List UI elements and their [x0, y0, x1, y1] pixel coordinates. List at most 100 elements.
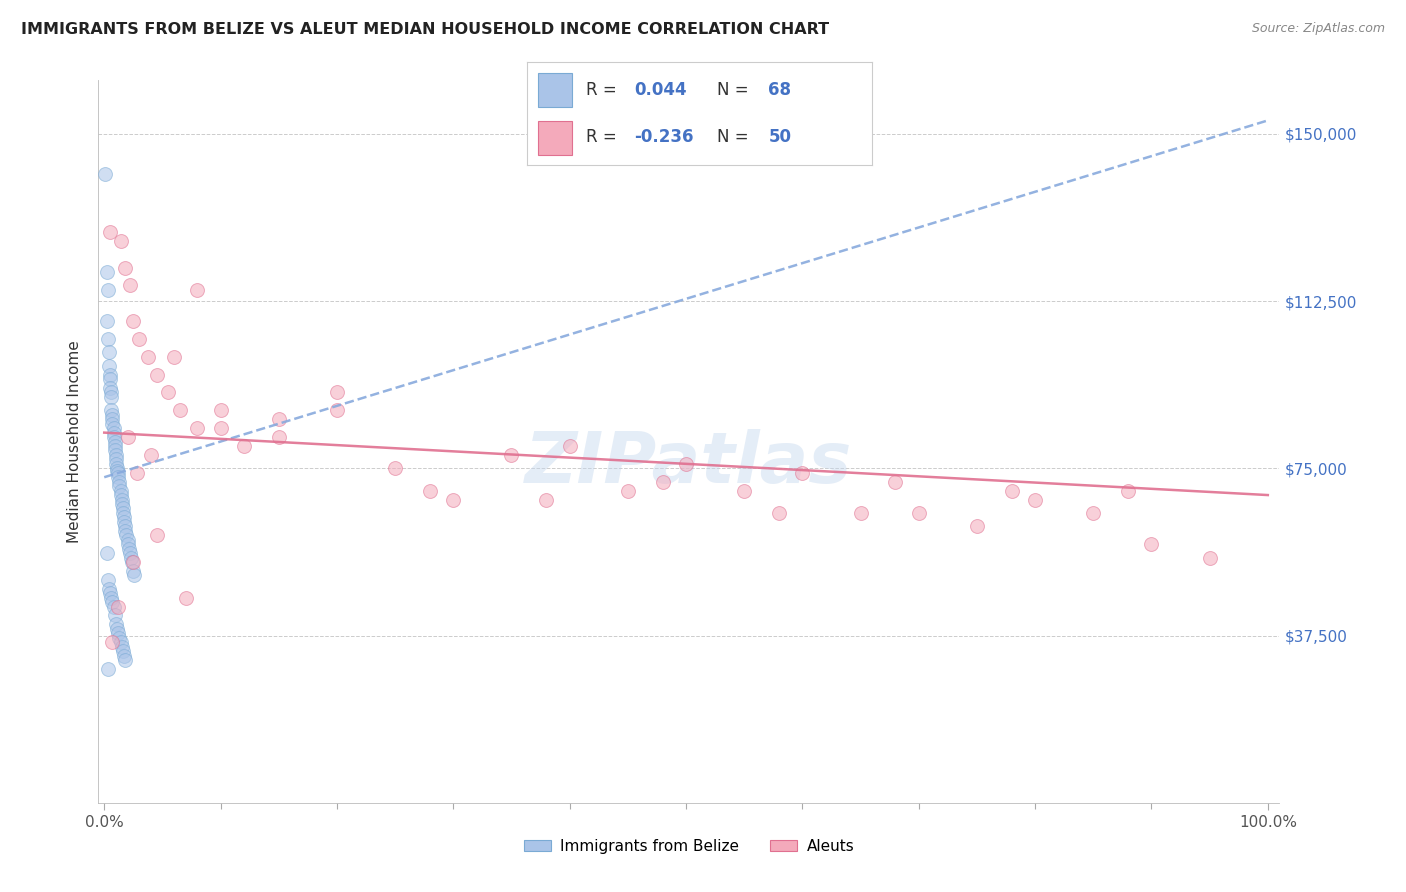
Point	[97, 332, 120, 346]
Point	[128, 332, 150, 346]
Point	[1140, 537, 1163, 551]
Point	[96, 265, 118, 279]
Point	[104, 448, 127, 462]
Point	[101, 417, 124, 431]
Point	[97, 573, 120, 587]
Point	[157, 385, 180, 400]
Y-axis label: Median Household Income: Median Household Income	[67, 340, 83, 543]
Text: 50: 50	[768, 128, 792, 146]
Point	[104, 608, 127, 623]
Point	[101, 635, 124, 649]
Point	[100, 390, 122, 404]
Point	[105, 461, 128, 475]
Point	[110, 234, 132, 248]
Point	[110, 635, 132, 649]
Point	[98, 225, 121, 239]
Point	[114, 260, 136, 275]
Text: -0.236: -0.236	[634, 128, 693, 146]
Point	[107, 599, 129, 614]
Point	[105, 622, 128, 636]
Point	[651, 475, 673, 489]
Point	[104, 443, 127, 458]
Legend: Immigrants from Belize, Aleuts: Immigrants from Belize, Aleuts	[517, 833, 860, 860]
Point	[104, 457, 127, 471]
Point	[169, 403, 191, 417]
Point	[108, 479, 131, 493]
Point	[121, 555, 143, 569]
Point	[103, 599, 125, 614]
Point	[186, 283, 208, 297]
Point	[107, 466, 129, 480]
Point	[163, 350, 186, 364]
Point	[124, 568, 146, 582]
Point	[1024, 492, 1046, 507]
Point	[114, 519, 136, 533]
Point	[118, 541, 141, 556]
Point	[1083, 506, 1105, 520]
Point	[792, 466, 814, 480]
Point	[1198, 550, 1220, 565]
Point	[966, 519, 988, 533]
Point	[1116, 483, 1139, 498]
Point	[101, 408, 124, 422]
Point	[419, 483, 441, 498]
Point	[138, 350, 160, 364]
Point	[326, 385, 349, 400]
Point	[111, 501, 134, 516]
Point	[107, 470, 129, 484]
Text: Source: ZipAtlas.com: Source: ZipAtlas.com	[1251, 22, 1385, 36]
Point	[267, 412, 290, 426]
Point	[617, 483, 640, 498]
Point	[110, 483, 132, 498]
Point	[675, 457, 697, 471]
Point	[103, 430, 125, 444]
Text: 0.044: 0.044	[634, 81, 686, 99]
Point	[100, 591, 122, 605]
Point	[118, 278, 141, 293]
Point	[186, 421, 208, 435]
Point	[384, 461, 406, 475]
Point	[112, 515, 135, 529]
Point	[733, 483, 755, 498]
Point	[117, 430, 139, 444]
Point	[536, 492, 558, 507]
Point	[96, 314, 118, 328]
Point	[112, 648, 135, 663]
Point	[97, 345, 120, 359]
Point	[100, 403, 122, 417]
Point	[122, 314, 145, 328]
Point	[97, 662, 120, 676]
Point	[114, 524, 136, 538]
Point	[96, 546, 118, 560]
Point	[174, 591, 197, 605]
Point	[112, 510, 135, 524]
Point	[122, 564, 145, 578]
Point	[103, 425, 125, 440]
Point	[111, 506, 134, 520]
Bar	[537, 121, 572, 155]
Bar	[537, 73, 572, 106]
Point	[326, 403, 349, 417]
Point	[111, 644, 134, 658]
Point	[97, 359, 120, 373]
Point	[1001, 483, 1024, 498]
Text: IMMIGRANTS FROM BELIZE VS ALEUT MEDIAN HOUSEHOLD INCOME CORRELATION CHART: IMMIGRANTS FROM BELIZE VS ALEUT MEDIAN H…	[21, 22, 830, 37]
Point	[117, 537, 139, 551]
Point	[104, 452, 127, 467]
Point	[103, 421, 125, 435]
Point	[768, 506, 790, 520]
Point	[94, 167, 117, 181]
Point	[441, 492, 464, 507]
Point	[209, 403, 232, 417]
Point	[907, 506, 929, 520]
Point	[108, 631, 131, 645]
Point	[104, 434, 127, 449]
Point	[110, 488, 132, 502]
Point	[114, 653, 136, 667]
Point	[115, 528, 138, 542]
Point	[139, 448, 162, 462]
Point	[558, 439, 581, 453]
Point	[111, 497, 134, 511]
Point	[145, 368, 167, 382]
Text: R =: R =	[586, 128, 617, 146]
